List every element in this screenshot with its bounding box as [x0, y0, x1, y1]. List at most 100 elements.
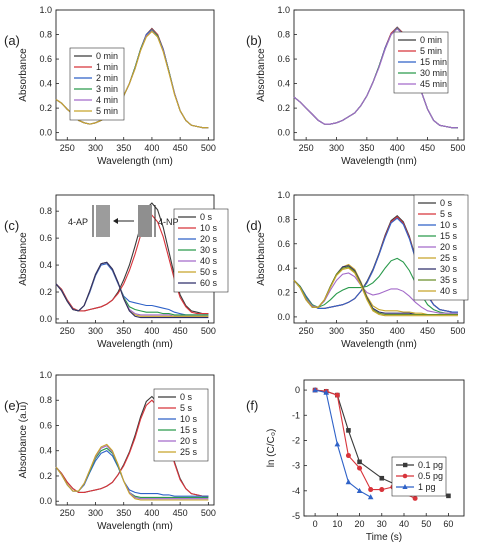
x-tick-label: 350: [359, 326, 374, 336]
x-tick-label: 50: [421, 519, 431, 529]
legend-label: 15 s: [180, 425, 198, 435]
legend: 0 s10 s20 s30 s40 s50 s60 s: [173, 208, 229, 293]
legend: 0 s5 s10 s15 s20 s25 s: [153, 388, 209, 462]
y-tick-label: 0.4: [39, 260, 52, 270]
series-line-2: [55, 399, 209, 497]
y-tick-label: 1.0: [39, 370, 52, 380]
series-line-3: [314, 389, 371, 498]
legend-label: 40 s: [200, 256, 218, 266]
data-point-circle: [412, 495, 418, 501]
x-tick-label: 0: [313, 519, 318, 529]
series-line-3: [293, 217, 458, 313]
legend-label: 5 s: [180, 403, 193, 413]
legend-label: 25 s: [180, 447, 198, 457]
legend-label: 35 s: [440, 275, 458, 285]
legend-label: 4 min: [96, 95, 118, 105]
legend-label: 0 s: [180, 392, 193, 402]
y-tick-label: -5: [292, 511, 300, 521]
x-tick-label: 400: [144, 326, 159, 336]
x-tick-label: 500: [450, 326, 465, 336]
x-tick-label: 300: [329, 143, 344, 153]
x-tick-label: 500: [201, 143, 216, 153]
x-tick-label: 400: [144, 143, 159, 153]
legend-label: 10 s: [180, 414, 198, 424]
panel-label: (b): [246, 33, 262, 48]
series-line-6: [55, 443, 209, 501]
y-tick-label: 0.8: [39, 30, 52, 40]
x-tick-label: 300: [88, 143, 103, 153]
series-line-6: [55, 30, 209, 129]
x-tick-label: 250: [60, 143, 75, 153]
legend: 0 s5 s10 s15 s20 s25 s30 s35 s40 s: [413, 194, 469, 301]
data-point-circle: [368, 487, 374, 493]
x-axis-label: Wavelength (nm): [97, 339, 173, 350]
series-line-4: [293, 257, 458, 314]
y-tick-label: 0.8: [39, 395, 52, 405]
series-line-9: [293, 267, 458, 317]
x-tick-label: 300: [88, 508, 103, 518]
x-tick-label: 450: [173, 326, 188, 336]
x-tick-label: 450: [173, 508, 188, 518]
x-tick-label: 40: [399, 519, 409, 529]
legend-label: 30 s: [440, 264, 458, 274]
panel-f: (f) 0 10 20 30 40 50 60 0 -1 -2 -3 -4 -5 Time (s) ln (C…: [246, 379, 465, 543]
x-tick-label: 450: [420, 143, 435, 153]
y-tick-label: 0.0: [277, 312, 290, 322]
y-axis-label: Absorbance: [18, 232, 29, 286]
data-point-circle: [379, 487, 385, 493]
data-point-triangle: [312, 387, 318, 393]
x-tick-label: 400: [144, 508, 159, 518]
x-axis-label: Wavelength (nm): [97, 521, 173, 532]
legend-label: 1 min: [96, 62, 118, 72]
y-tick-label: 0.0: [39, 314, 52, 324]
data-point-circle: [334, 392, 340, 398]
legend-marker: [402, 473, 408, 479]
legend-label: 40 s: [440, 286, 458, 296]
y-axis-label: Absorbance (a.u): [18, 402, 29, 479]
legend-label: 45 min: [420, 79, 447, 89]
plot-frame: [55, 9, 215, 141]
legend-label: 20 s: [180, 436, 198, 446]
legend-label: 5 min: [420, 46, 442, 56]
data-point-triangle: [334, 441, 341, 447]
x-tick-label: 250: [299, 143, 314, 153]
x-axis-label: Wavelength (nm): [341, 339, 417, 350]
y-axis-label: Absorbance: [256, 232, 267, 286]
y-tick-label: 0.6: [277, 239, 290, 249]
y-tick-label: -3: [292, 461, 300, 471]
x-axis-label: Wavelength (nm): [341, 156, 417, 167]
legend-label: 0 min: [420, 35, 442, 45]
legend-label: 15 min: [420, 57, 447, 67]
x-tick-label: 300: [88, 326, 103, 336]
x-tick-label: 250: [299, 326, 314, 336]
legend-label: 10 s: [200, 223, 218, 233]
data-point-triangle: [323, 389, 330, 395]
y-tick-label: 0.2: [39, 103, 52, 113]
y-tick-label: 0.8: [277, 30, 290, 40]
y-tick-label: 1.0: [39, 5, 52, 15]
y-tick-label: -2: [292, 435, 300, 445]
x-tick-label: 400: [390, 143, 405, 153]
x-tick-label: 350: [116, 508, 131, 518]
legend-marker: [403, 462, 408, 468]
legend-label: 5 s: [440, 209, 453, 219]
y-tick-label: 0.2: [277, 103, 290, 113]
x-tick-label: 400: [390, 326, 405, 336]
x-tick-label: 500: [201, 326, 216, 336]
cuvette-4ap-image: [96, 205, 110, 237]
y-tick-label: 0.2: [39, 287, 52, 297]
y-axis-label: ln (C/C₀): [266, 429, 277, 468]
y-tick-label: 0.6: [39, 420, 52, 430]
y-tick-label: 0.4: [39, 446, 52, 456]
legend-label: 3 min: [96, 84, 118, 94]
data-point-triangle: [356, 487, 363, 494]
series-line-2: [55, 214, 209, 315]
y-tick-label: 0.0: [277, 128, 290, 138]
panel-a: (a) 250 300 350 400 450 500 0.0 0.2 0.4 0.6 0.8 1.0 W…: [4, 5, 216, 167]
data-point-square: [346, 428, 351, 433]
legend-label: 5 min: [96, 106, 118, 116]
legend-marker: [402, 484, 408, 489]
y-tick-label: 0.6: [39, 233, 52, 243]
